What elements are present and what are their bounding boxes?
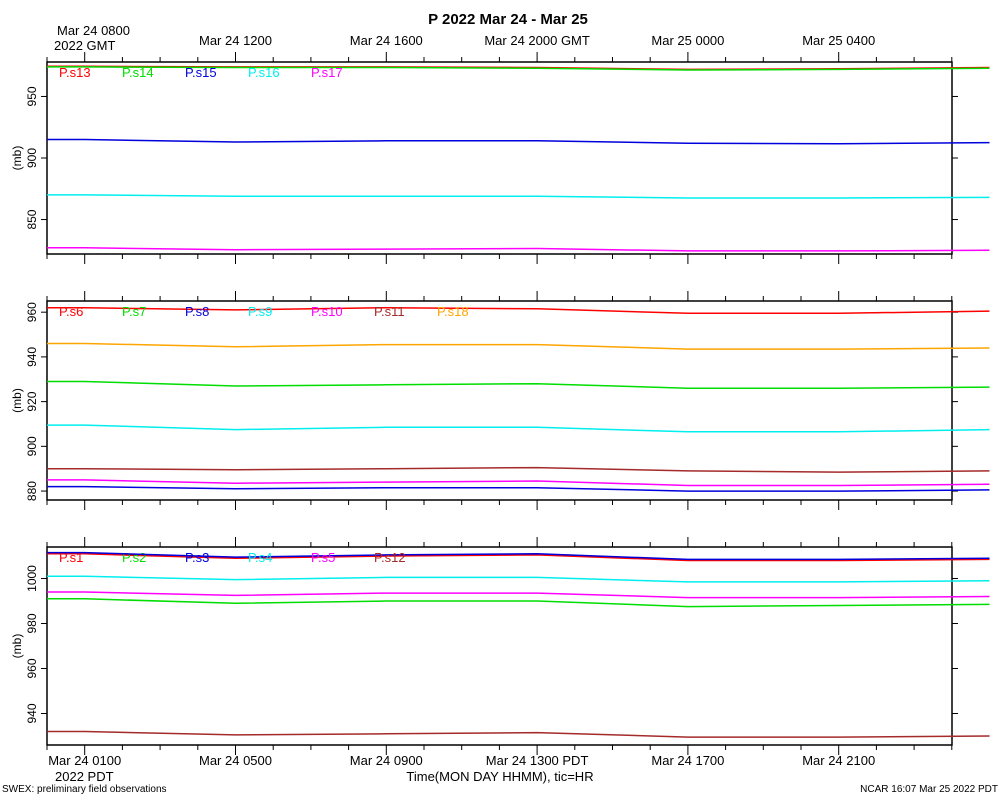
bottom-axis-label: Mar 24 1700 [651, 753, 724, 768]
series-line-p-s11 [47, 466, 990, 473]
y-tick-label: 920 [25, 391, 39, 411]
series-line-p-s7 [47, 380, 990, 389]
legend-p-s15: P.s15 [185, 65, 217, 80]
y-tick-label: 940 [25, 703, 39, 723]
series-line-p-s15 [47, 138, 990, 145]
legend-p-s7: P.s7 [122, 304, 146, 319]
legend-p-s18: P.s18 [437, 304, 469, 319]
bottom-axis-label: Mar 24 0500 [199, 753, 272, 768]
series-line-p-s12 [47, 730, 990, 738]
top-axis-first-label: Mar 24 0800 [57, 23, 130, 38]
legend-p-s8: P.s8 [185, 304, 209, 319]
chart-panels: 850 900 950 (mb) P.s13 P.s14 P.s15 P.s16 P.s17 88… [10, 52, 990, 755]
series-line-p-s2 [47, 598, 990, 608]
x-axis-label: Time(MON DAY HHMM), tic=HR [406, 769, 593, 784]
legend-p-s10: P.s10 [311, 304, 343, 319]
y-tick-label: 900 [25, 148, 39, 168]
y-axis-label: (mb) [10, 388, 24, 413]
series-line-p-s5 [47, 591, 990, 599]
series-line-p-s6 [47, 306, 990, 315]
footer-right: NCAR 16:07 Mar 25 2022 PDT [860, 784, 998, 795]
legend-p-s2: P.s2 [122, 550, 146, 565]
top-axis-first-year: 2022 GMT [54, 38, 115, 53]
top-axis-label: Mar 25 0400 [802, 33, 875, 48]
series-line-p-s1 [47, 553, 990, 562]
footer-left: SWEX: preliminary field observations [2, 784, 167, 795]
bottom-axis-label: Mar 24 0900 [350, 753, 423, 768]
series-line-p-s8 [47, 485, 990, 492]
legend-p-s1: P.s1 [59, 550, 83, 565]
series-line-p-s10 [47, 479, 990, 487]
y-axis-label: (mb) [10, 634, 24, 659]
y-tick-label: 950 [25, 86, 39, 106]
y-axis-label: (mb) [10, 146, 24, 171]
legend-p-s4: P.s4 [248, 550, 272, 565]
legend-p-s12: P.s12 [374, 550, 406, 565]
series-line-p-s9 [47, 424, 990, 433]
legend-p-s11: P.s11 [374, 304, 405, 319]
legend-p-s16: P.s16 [248, 65, 280, 80]
top-axis-label: Mar 24 2000 GMT [484, 33, 590, 48]
series-line-p-s16 [47, 194, 990, 199]
series-line-p-s3 [47, 551, 990, 561]
bottom-axis-first-label: Mar 24 0100 [48, 753, 121, 768]
y-tick-label: 850 [25, 209, 39, 229]
y-tick-label: 980 [25, 613, 39, 633]
top-axis-label: Mar 24 1200 [199, 33, 272, 48]
y-tick-label: 900 [25, 436, 39, 456]
legend-p-s13: P.s13 [59, 65, 91, 80]
y-tick-label: 940 [25, 347, 39, 367]
legend-p-s17: P.s17 [311, 65, 343, 80]
panel-frame [46, 61, 953, 255]
legend-p-s3: P.s3 [185, 550, 209, 565]
top-axis-label: Mar 24 1600 [350, 33, 423, 48]
panel-2: 880 900 920 940 960 (mb) P.s6 P.s7 P.s8 P.s9 P.s10… [10, 291, 990, 510]
y-tick-label: 1000 [25, 565, 39, 592]
panel-3: 940 960 980 1000 (mb) P.s1 P.s2 P.s3 P.s4 P.s5 P.s… [10, 537, 990, 755]
series-line-p-s18 [47, 342, 990, 350]
bottom-axis-first-year: 2022 PDT [55, 769, 114, 784]
legend-p-s9: P.s9 [248, 304, 272, 319]
legend-p-s14: P.s14 [122, 65, 154, 80]
legend-p-s6: P.s6 [59, 304, 83, 319]
top-axis-label: Mar 25 0000 [651, 33, 724, 48]
bottom-axis-label: Mar 24 1300 PDT [486, 753, 589, 768]
chart-title: P 2022 Mar 24 - Mar 25 [428, 11, 588, 28]
series-line-p-s17 [47, 247, 990, 252]
panel-1: 850 900 950 (mb) P.s13 P.s14 P.s15 P.s16 P.s17 [10, 52, 990, 264]
legend-p-s5: P.s5 [311, 550, 335, 565]
y-tick-label: 880 [25, 481, 39, 501]
y-tick-label: 960 [25, 302, 39, 322]
series-line-p-s14 [47, 66, 990, 71]
bottom-axis-label: Mar 24 2100 [802, 753, 875, 768]
y-tick-label: 960 [25, 658, 39, 678]
series-line-p-s4 [47, 575, 990, 583]
